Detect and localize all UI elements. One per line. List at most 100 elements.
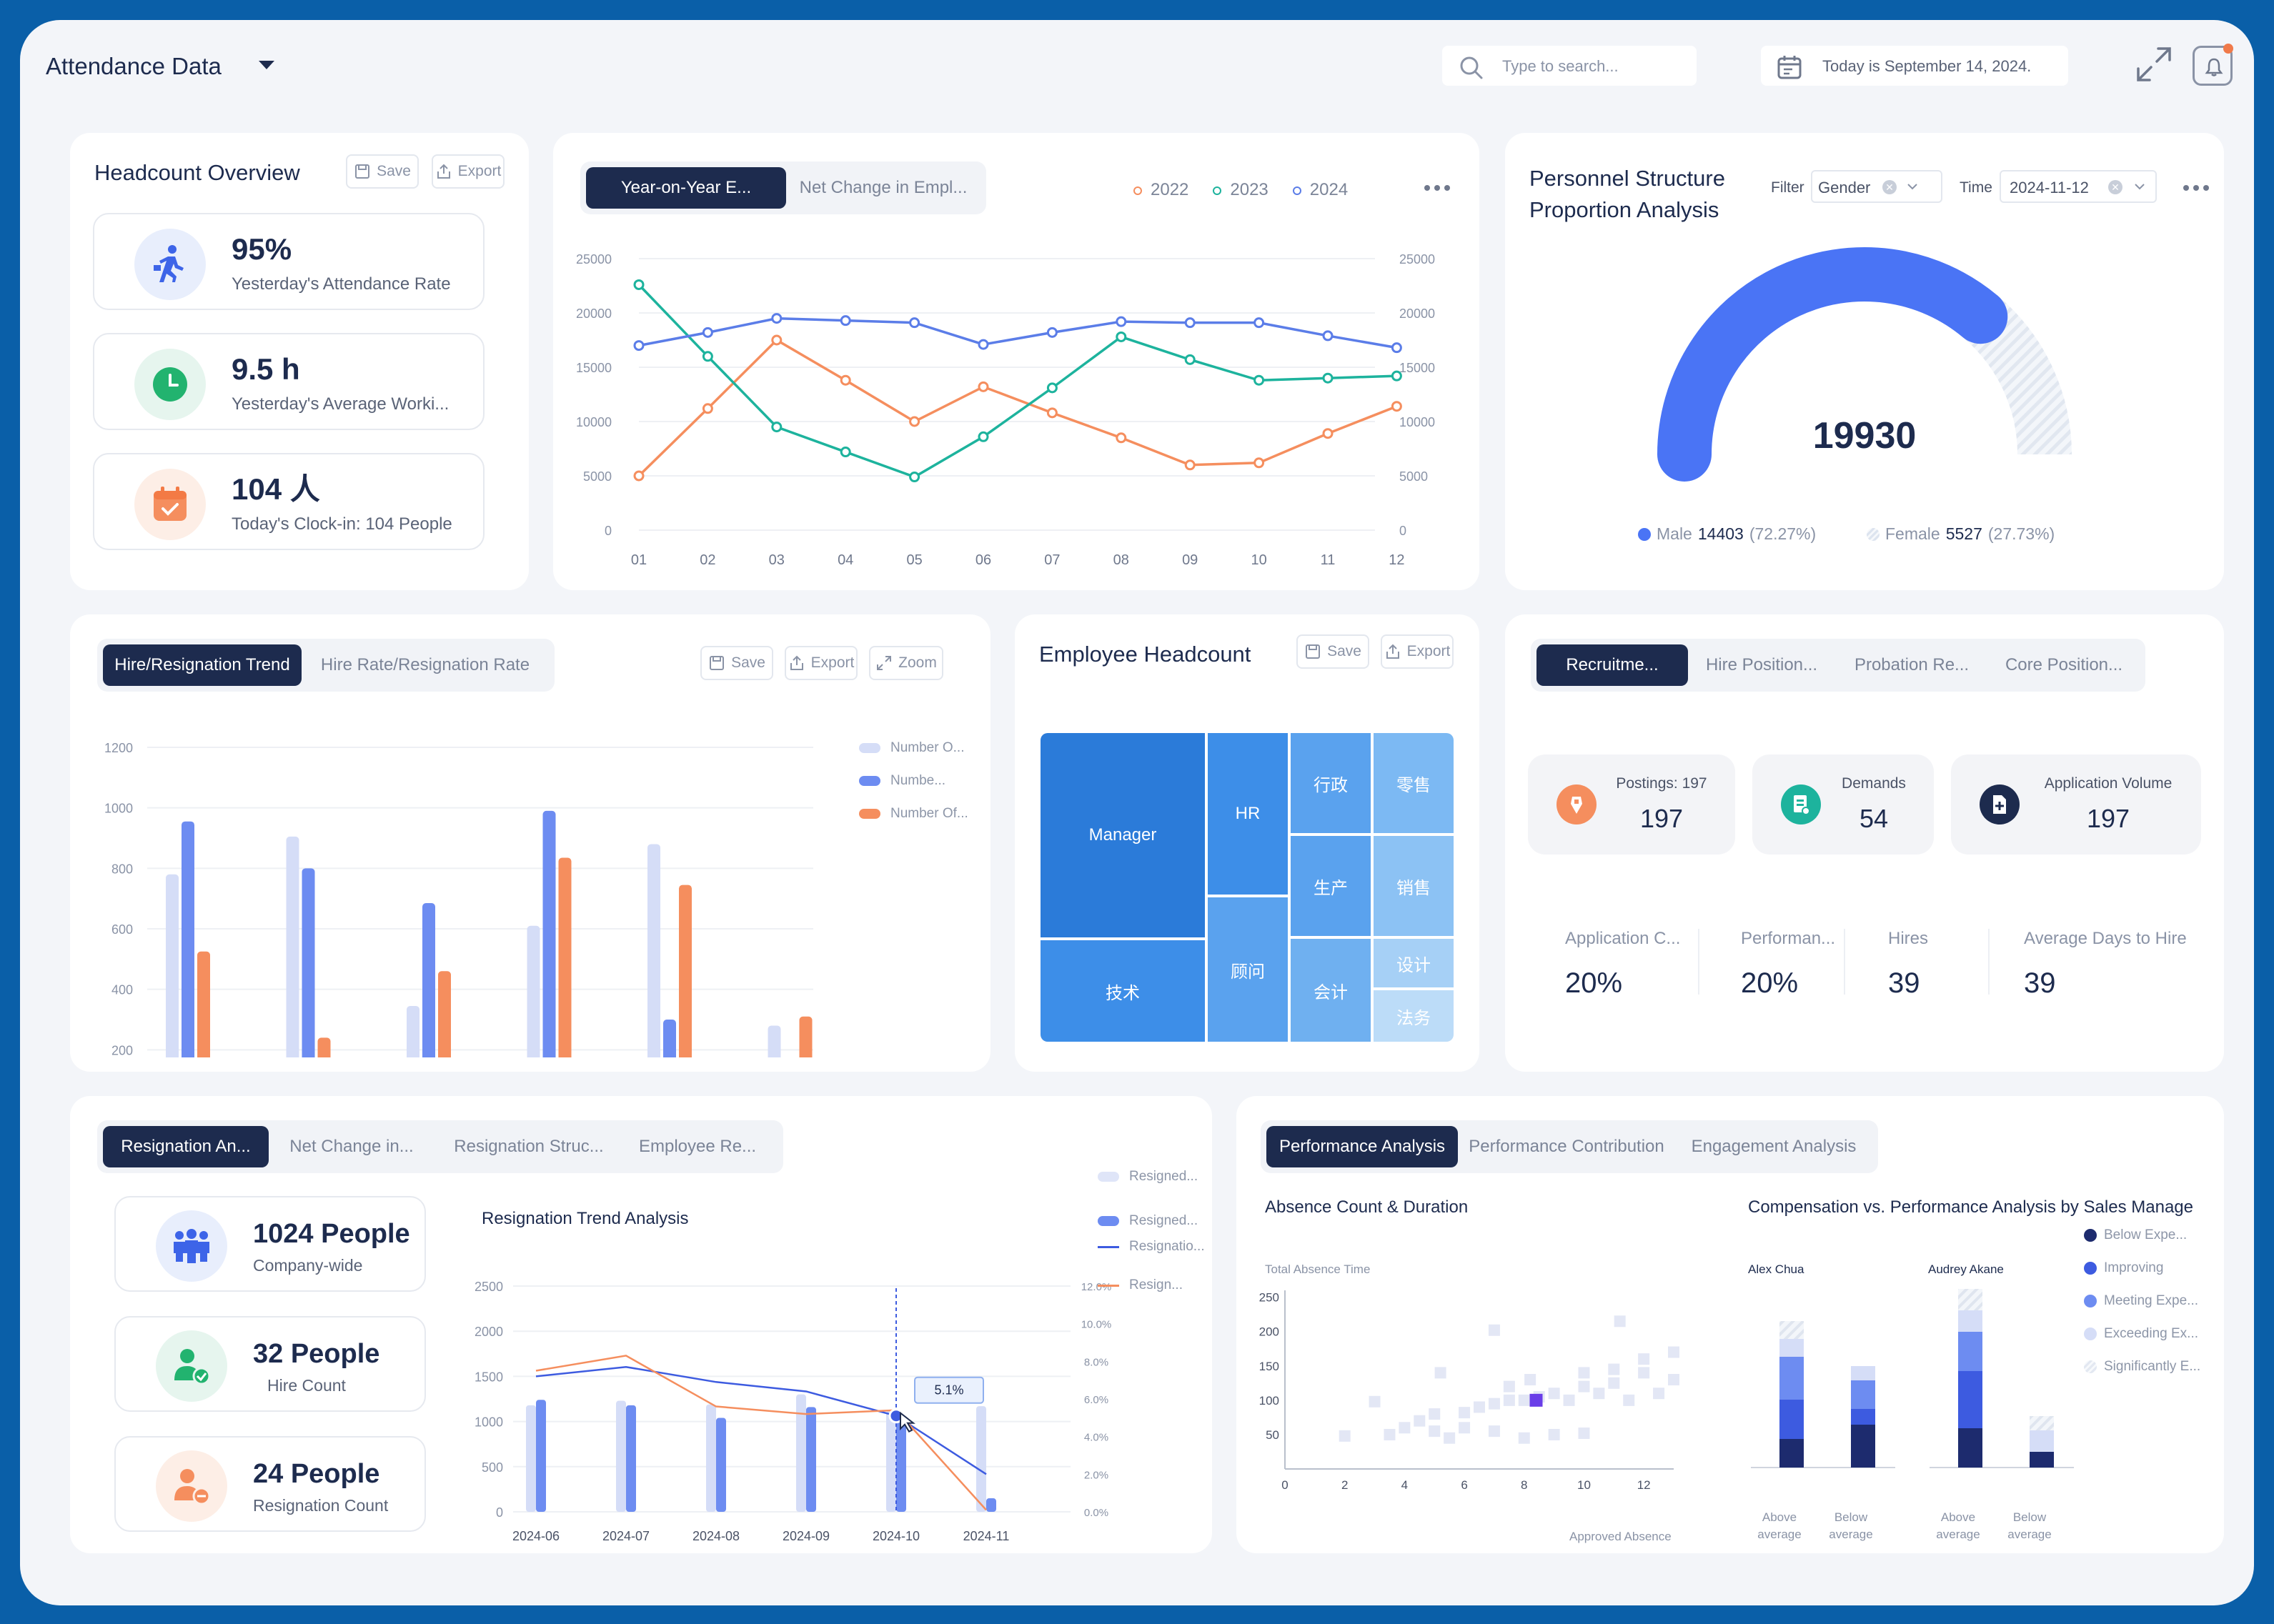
bar	[407, 1005, 419, 1057]
cell-label: 法务	[1396, 1008, 1431, 1028]
export-button[interactable]: Export	[1381, 634, 1454, 669]
tab-hire-position[interactable]: Hire Position...	[1705, 655, 1818, 674]
clear-icon[interactable]: ✕	[1882, 180, 1897, 194]
legend-item[interactable]: Significantly E...	[2084, 1359, 2200, 1375]
scatter-point	[1414, 1415, 1426, 1427]
data-point	[909, 416, 920, 427]
legend-item[interactable]: Resigned...	[1098, 1169, 1198, 1185]
save-button[interactable]: Save	[346, 154, 419, 189]
stack-segment	[1851, 1380, 1875, 1409]
x-tick-label: 0	[1281, 1478, 1288, 1492]
tab-hire-rate[interactable]: Hire Rate/Resignation Rate	[320, 655, 530, 674]
search-box[interactable]: Type to search...	[1442, 46, 1697, 86]
legend-item[interactable]: Number Of...	[859, 806, 968, 822]
legend-item[interactable]: Resign...	[1098, 1277, 1183, 1293]
stat-label: Today's Clock-in: 104 People	[232, 514, 452, 534]
time-value: 2024-11-12	[2010, 179, 2089, 196]
treemap-cell-sales[interactable]: 销售	[1374, 836, 1454, 936]
legend-item[interactable]: Number O...	[859, 740, 964, 756]
legend-2023[interactable]: 2023	[1213, 180, 1268, 200]
tab-employee-re[interactable]: Employee Re...	[638, 1137, 757, 1156]
tab-performance-contribution[interactable]: Performance Contribution	[1469, 1137, 1664, 1156]
recruitment-card: Recruitme... Hire Position... Probation …	[1505, 614, 2224, 1072]
time-select[interactable]: 2024-11-12 ✕	[2000, 170, 2157, 203]
data-point	[978, 431, 989, 442]
save-button[interactable]: Save	[700, 646, 773, 680]
data-point	[1391, 370, 1402, 382]
legend-item[interactable]: Below Expe...	[2084, 1227, 2187, 1243]
save-button[interactable]: Save	[1296, 634, 1369, 669]
scatter-point	[1503, 1394, 1515, 1406]
manager-name: Audrey Akane	[1928, 1262, 2004, 1276]
zoom-button[interactable]: Zoom	[869, 646, 943, 680]
treemap-cell-legal[interactable]: 法务	[1374, 990, 1454, 1042]
gender-filter-select[interactable]: Gender ✕	[1811, 170, 1942, 203]
tab-resignation-structure[interactable]: Resignation Struc...	[454, 1137, 604, 1156]
tab-hire-resignation-trend[interactable]: Hire/Resignation Trend	[103, 644, 302, 686]
stack-segment	[1779, 1400, 1804, 1439]
stat-value: 95%	[232, 232, 292, 266]
bar	[896, 1417, 906, 1512]
treemap-cell-manager[interactable]: Manager	[1041, 733, 1205, 937]
notification-button[interactable]	[2193, 44, 2233, 86]
tab-resignation-analysis[interactable]: Resignation An...	[103, 1126, 269, 1167]
scatter-point	[1638, 1353, 1650, 1365]
tab-net-change[interactable]: Net Change in...	[289, 1137, 414, 1156]
treemap-cell-accounting[interactable]: 会计	[1291, 939, 1371, 1042]
tab-year-on-year[interactable]: Year-on-Year E...	[586, 167, 786, 209]
legend-item[interactable]: Resignatio...	[1098, 1239, 1205, 1255]
bar-label: Above average	[1757, 1510, 1802, 1541]
x-tick-label: 2024-08	[692, 1529, 740, 1543]
treemap-cell-admin[interactable]: 行政	[1291, 733, 1371, 833]
legend-2024[interactable]: 2024	[1292, 180, 1348, 200]
tab-recruitment[interactable]: Recruitme...	[1536, 644, 1688, 686]
tab-probation[interactable]: Probation Re...	[1854, 655, 1970, 674]
card-value: 54	[1859, 804, 1889, 833]
legend-item[interactable]: Meeting Expe...	[2084, 1293, 2198, 1309]
female-swatch	[1867, 527, 1880, 541]
stat-value: 9.5 h	[232, 352, 300, 386]
tab-engagement-analysis[interactable]: Engagement Analysis	[1691, 1137, 1857, 1156]
y2-tick-label: 20000	[1399, 307, 1435, 321]
legend-2022[interactable]: 2022	[1133, 180, 1188, 200]
scatter-point	[1524, 1374, 1536, 1385]
legend-item[interactable]: Improving	[2084, 1260, 2163, 1276]
tab-performance-analysis[interactable]: Performance Analysis	[1266, 1126, 1458, 1167]
clear-icon[interactable]: ✕	[2108, 180, 2122, 194]
export-button[interactable]: Export	[785, 646, 858, 680]
chevron-down-icon	[1907, 184, 1917, 190]
treemap-cell-design[interactable]: 设计	[1374, 939, 1454, 987]
zoom-icon	[877, 656, 892, 670]
title-dropdown-chevron-icon[interactable]	[257, 59, 276, 71]
treemap-cell-tech[interactable]: 技术	[1041, 940, 1205, 1042]
scatter-point	[1578, 1380, 1590, 1393]
legend-item[interactable]: Resigned...	[1098, 1213, 1198, 1229]
treemap-cell-hr[interactable]: HR	[1208, 733, 1288, 895]
x-tick-label: 8	[1521, 1478, 1527, 1492]
legend-item[interactable]: Numbe...	[859, 773, 945, 789]
fullscreen-icon[interactable]	[2134, 44, 2174, 84]
card-title: Employee Headcount	[1039, 642, 1251, 667]
export-button[interactable]: Export	[432, 154, 505, 189]
tab-core-position[interactable]: Core Position...	[2005, 655, 2123, 674]
y2-tick-label: 10000	[1399, 415, 1435, 429]
stack-segment	[1958, 1289, 1982, 1310]
x-tick-label: 02	[700, 552, 715, 568]
legend-item[interactable]: Exceeding Ex...	[2084, 1326, 2198, 1342]
more-options-icon[interactable]	[2183, 183, 2210, 193]
treemap-cell-retail[interactable]: 零售	[1374, 733, 1454, 833]
y2-tick-label: 15000	[1399, 361, 1435, 375]
tab-net-change[interactable]: Net Change in Empl...	[799, 178, 968, 197]
treemap-cell-consultant[interactable]: 顾问	[1208, 897, 1288, 1042]
scatter-point	[1608, 1363, 1620, 1375]
y-tick-label: 200	[1259, 1325, 1279, 1339]
more-options-icon[interactable]	[1424, 183, 1451, 193]
headcount-overview-card: Headcount Overview Save Export 95% Yeste…	[70, 133, 529, 590]
search-input[interactable]: Type to search...	[1502, 57, 1619, 75]
y-tick-label: 0	[496, 1505, 503, 1520]
data-point	[1116, 432, 1127, 444]
card-title: Headcount Overview	[94, 160, 300, 185]
x-tick-label: 2	[1341, 1478, 1348, 1492]
y2-tick-label: 10.0%	[1081, 1319, 1112, 1331]
treemap-cell-production[interactable]: 生产	[1291, 836, 1371, 936]
